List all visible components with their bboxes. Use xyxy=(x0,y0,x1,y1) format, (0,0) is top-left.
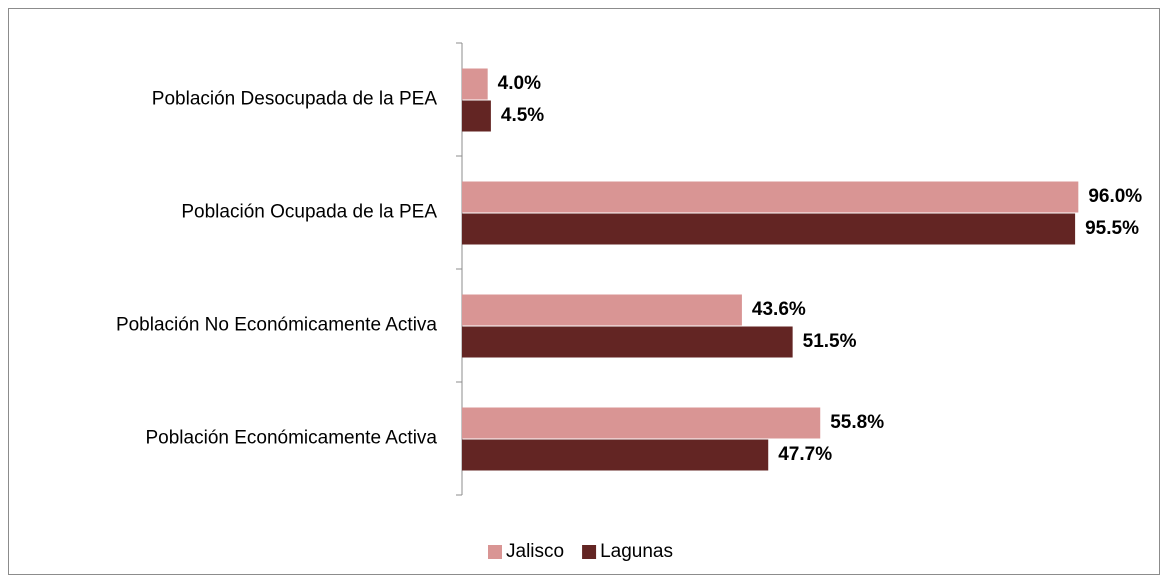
bar xyxy=(462,68,488,100)
legend-swatch xyxy=(488,545,502,559)
bar xyxy=(462,326,793,358)
value-label: 4.5% xyxy=(501,105,544,126)
category-label: Población Ocupada de la PEA xyxy=(181,202,437,223)
legend-label: Lagunas xyxy=(600,541,673,562)
value-label: 55.8% xyxy=(830,412,884,433)
bar xyxy=(462,213,1076,245)
bar xyxy=(462,294,742,326)
chart-frame xyxy=(8,8,1160,575)
value-label: 4.0% xyxy=(498,73,541,94)
legend-swatch xyxy=(582,545,597,559)
bar xyxy=(462,439,769,471)
value-label: 95.5% xyxy=(1085,218,1139,239)
value-label: 43.6% xyxy=(752,299,806,320)
category-label: Población Desocupada de la PEA xyxy=(152,89,438,110)
value-label: 51.5% xyxy=(803,331,857,352)
category-label: Población No Económicamente Activa xyxy=(116,315,437,336)
bar xyxy=(462,407,821,439)
bar xyxy=(462,100,491,132)
bar xyxy=(462,181,1079,213)
value-label: 96.0% xyxy=(1088,186,1142,207)
category-label: Población Económicamente Activa xyxy=(146,428,438,449)
legend-label: Jalisco xyxy=(506,541,564,562)
value-label: 47.7% xyxy=(778,444,832,465)
